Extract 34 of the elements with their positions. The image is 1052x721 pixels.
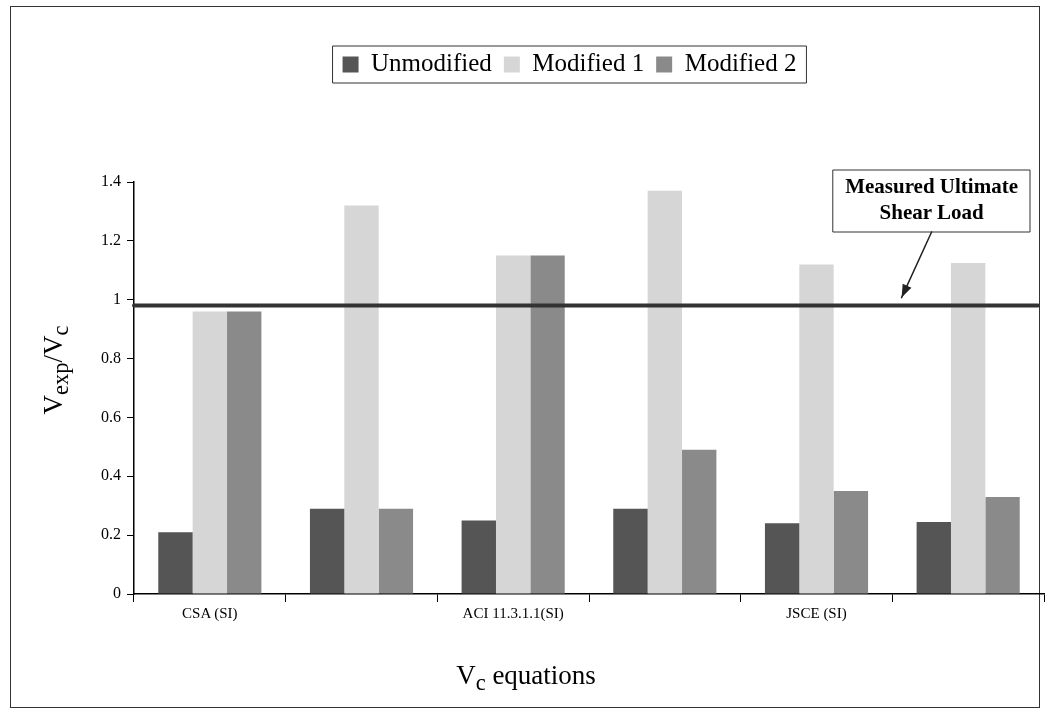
y-tick-label: 0.6 — [101, 407, 121, 425]
bar — [461, 520, 496, 594]
bar — [764, 523, 800, 594]
bar — [495, 255, 531, 594]
bar — [158, 532, 193, 594]
y-tick-label: 1 — [113, 289, 121, 307]
bar — [682, 449, 717, 594]
x-axis-title: V$_{c}$ equations — [455, 660, 597, 697]
bar — [833, 491, 869, 594]
y-tick-label: 1.2 — [101, 231, 121, 249]
y-tick-label: 0.4 — [101, 466, 121, 484]
x-tick-label: ACI 11.3.1.1(SI) — [462, 604, 564, 622]
y-tick-label: 0.2 — [101, 525, 121, 543]
legend-label: Unmodified — [371, 49, 493, 77]
bar — [192, 311, 228, 594]
legend-label: Modified 2 — [684, 49, 797, 77]
bar — [227, 311, 262, 594]
x-tick-label: JSCE (SI) — [786, 604, 847, 622]
bar — [613, 508, 648, 594]
y-tick-label: 0 — [113, 584, 121, 602]
bar — [344, 205, 379, 594]
bar — [309, 508, 345, 594]
bar — [950, 262, 986, 594]
bar — [530, 255, 565, 594]
bar — [916, 521, 951, 594]
bar — [799, 264, 834, 594]
ref-line-label: Measured Ultimate Shear Load — [845, 174, 1018, 225]
bar — [985, 496, 1020, 594]
y-tick-label: 0.8 — [101, 348, 121, 366]
y-tick-label: 1.4 — [101, 172, 121, 190]
legend-label: Modified 1 — [532, 49, 645, 77]
x-tick-label: CSA (SI) — [182, 604, 238, 622]
bar — [378, 508, 414, 594]
bar — [647, 190, 683, 594]
